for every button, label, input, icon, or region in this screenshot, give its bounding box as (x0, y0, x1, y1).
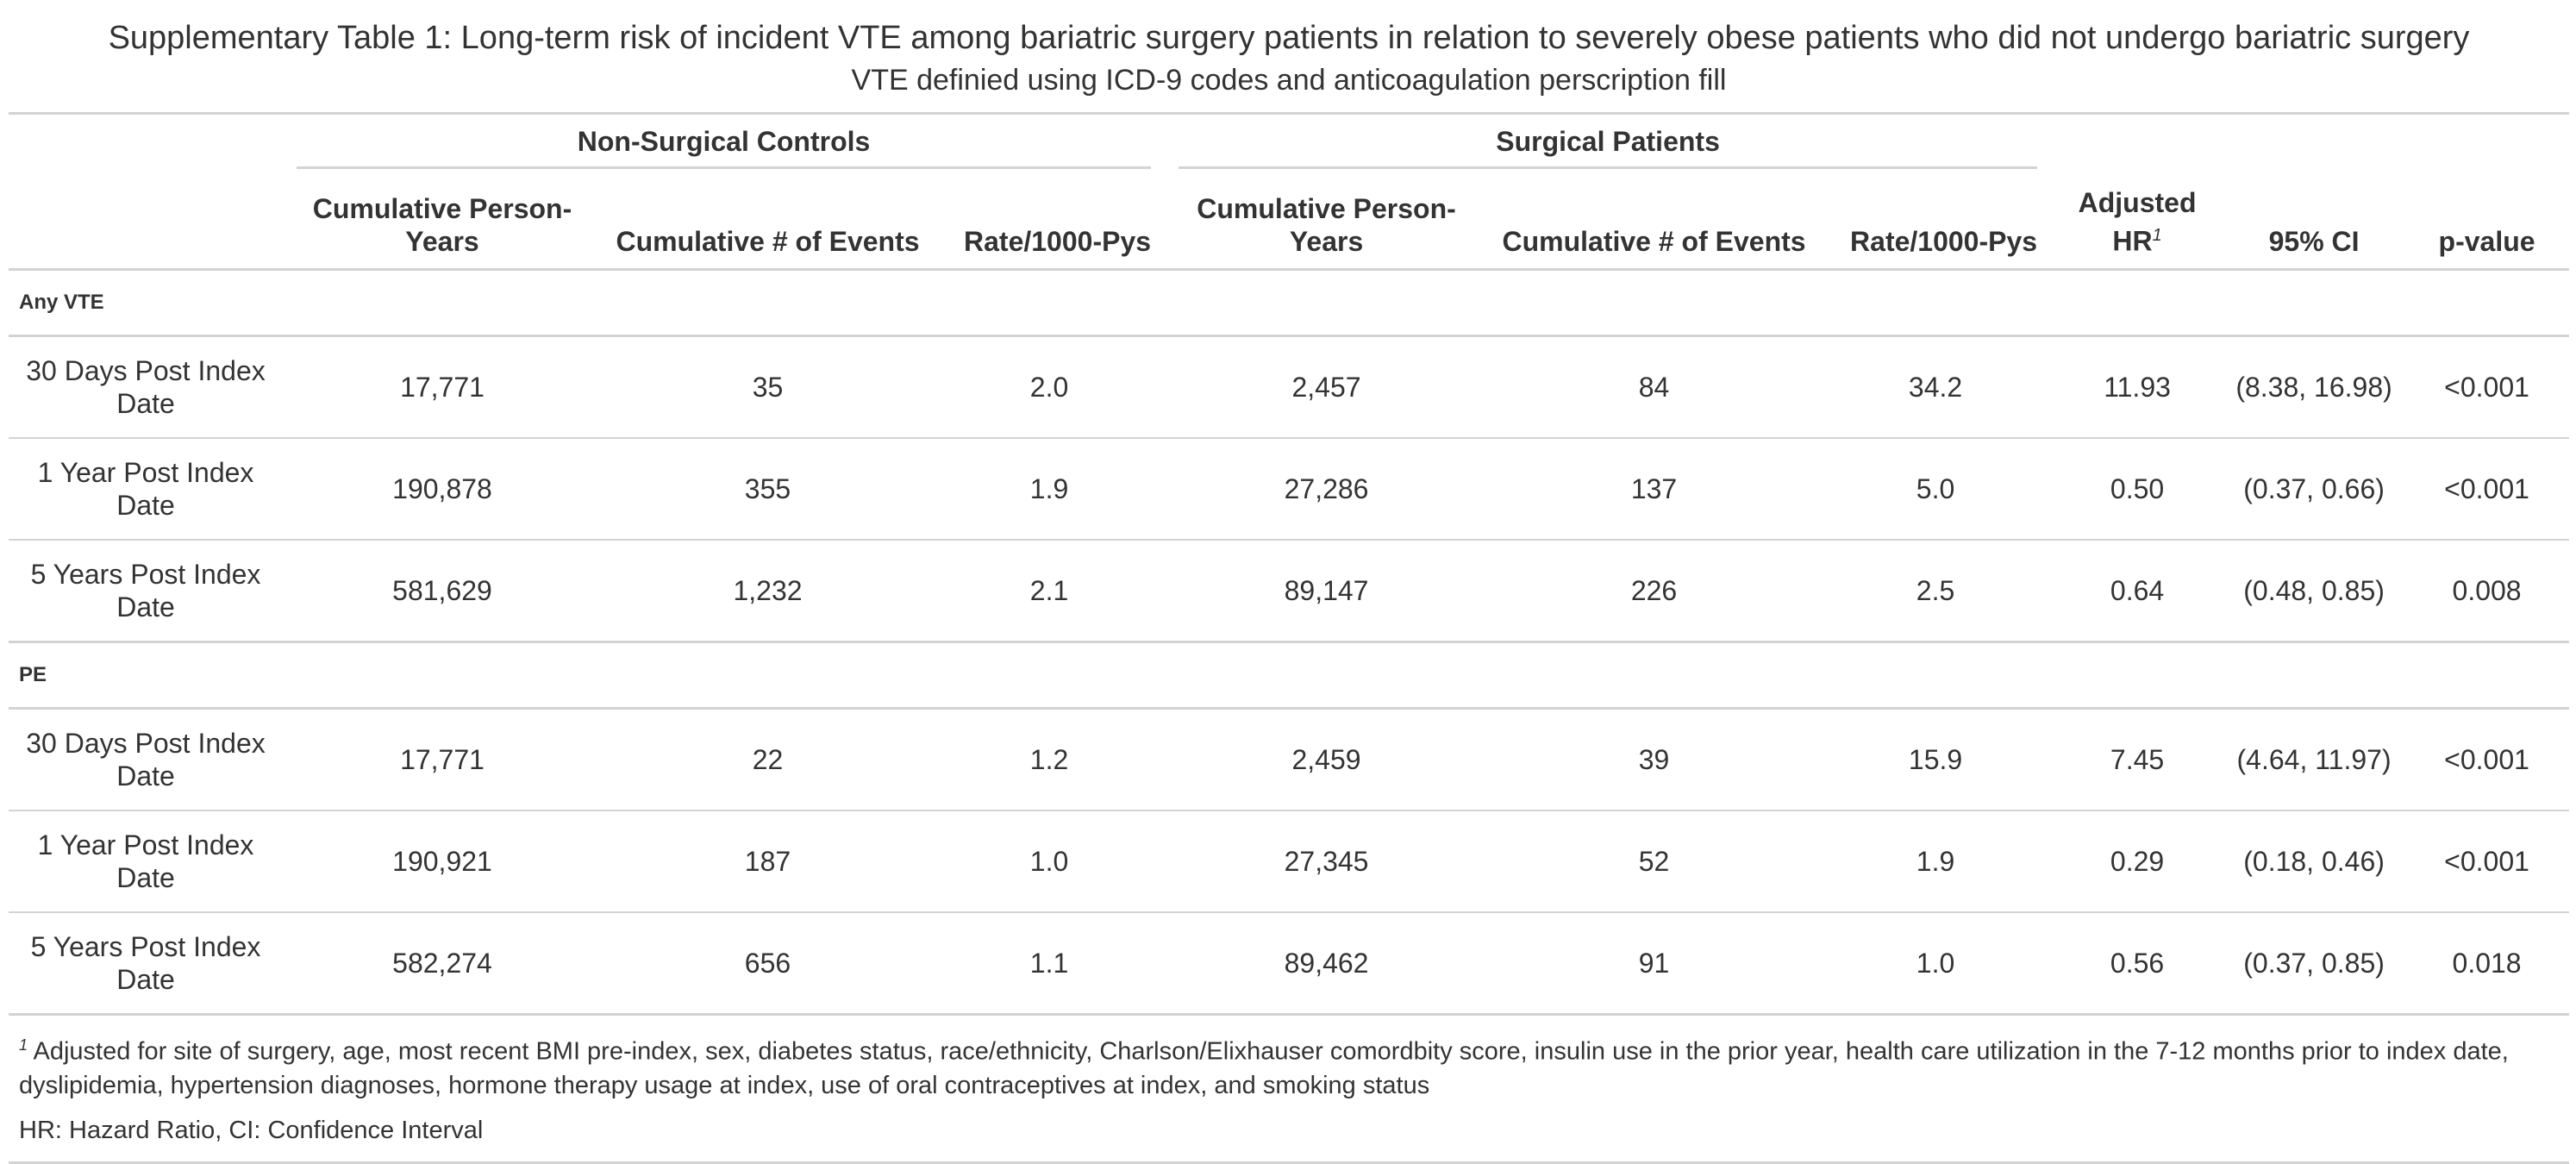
group-label: Any VTE (9, 267, 2570, 337)
cell-p-value: <0.001 (2404, 436, 2570, 540)
row-label: 5 Years Post Index Date (9, 538, 283, 642)
column-header-row: Cumulative Person-Years Cumulative # of … (9, 176, 2570, 271)
footnote-marker: 1 (2152, 226, 2162, 245)
cell-rate-s: 15.9 (1908, 743, 1963, 775)
cell-person-years-ns: 582,274 (283, 911, 602, 1016)
cell-events-s: 226 (1488, 538, 1821, 642)
footnote-adjusted: 1 Adjusted for site of surgery, age, mos… (19, 1036, 2509, 1100)
cell-ci: (0.37, 0.66) (2223, 436, 2405, 540)
cell-person-years-s: 89,147 (1165, 538, 1489, 642)
cell-person-years-ns: 17,771 (400, 371, 485, 403)
cell-p-value: <0.001 (2404, 809, 2570, 912)
col-events-s: Cumulative # of Events (1488, 176, 1821, 271)
cell-events-s: 137 (1488, 436, 1821, 540)
cell-ci: (0.37, 0.85) (2223, 911, 2405, 1016)
col-events-ns: Cumulative # of Events (602, 176, 934, 271)
row-label: 1 Year Post Index Date (9, 436, 283, 540)
cell-adjusted-hr: 0.29 (2051, 809, 2224, 912)
cell-adjusted-hr: 7.45 (2110, 743, 2165, 775)
cell-rate-s: 34.2 (1908, 371, 1963, 403)
cell-adjusted-hr: 0.64 (2051, 538, 2224, 642)
cell-person-years-ns: 17,771 (400, 743, 485, 775)
spanner-non-surgical: Non-Surgical Controls (283, 114, 1165, 177)
table-container: Supplementary Table 1: Long-term risk of… (9, 0, 2570, 1164)
row-label: 1 Year Post Index Date (9, 809, 283, 912)
footnote-marker: 1 (19, 1036, 28, 1054)
cell-events-ns: 656 (602, 911, 934, 1016)
col-rate-ns: Rate/1000-Pys (934, 176, 1166, 271)
cell-events-s: 84 (1638, 371, 1670, 403)
row-label: 30 Days Post Index Date (26, 727, 266, 792)
cell-person-years-s: 27,286 (1165, 436, 1489, 540)
cell-rate-ns: 2.0 (1029, 371, 1069, 403)
table-row: 5 Years Post Index Date 582,274 656 1.1 … (9, 911, 2570, 1016)
cell-rate-s: 5.0 (1820, 436, 2052, 540)
cell-person-years-s: 2,457 (1291, 371, 1361, 403)
cell-adjusted-hr: 0.56 (2051, 911, 2224, 1016)
table-row: 1 Year Post Index Date 190,878 355 1.9 2… (9, 436, 2570, 540)
cell-ci: (4.64, 11.97) (2236, 743, 2392, 775)
table-subtitle: VTE definied using ICD-9 codes and antic… (851, 64, 1727, 97)
footnote-abbreviations: HR: Hazard Ratio, CI: Confidence Interva… (19, 1117, 484, 1145)
cell-rate-s: 1.9 (1820, 809, 2052, 912)
cell-p-value: 0.008 (2404, 538, 2570, 642)
spanner-surgical: Surgical Patients (1165, 114, 2051, 177)
stub-header (9, 114, 283, 177)
cell-person-years-s: 27,345 (1165, 809, 1489, 912)
cell-events-s: 52 (1488, 809, 1821, 912)
cell-p-value: <0.001 (2444, 371, 2529, 403)
row-label: 5 Years Post Index Date (9, 911, 283, 1016)
cell-person-years-ns: 190,878 (283, 436, 602, 540)
table-row: 30 Days Post Index Date 17,771 22 1.2 2,… (9, 708, 2569, 810)
cell-events-ns: 355 (602, 436, 934, 540)
cell-rate-ns: 1.2 (1029, 743, 1069, 775)
col-adjusted-hr: Adjusted HR1 (2051, 176, 2224, 271)
cell-events-ns: 187 (602, 809, 934, 912)
cell-person-years-ns: 581,629 (283, 538, 602, 642)
col-ci: 95% CI (2223, 176, 2405, 271)
table-footnotes: 1 Adjusted for site of surgery, age, mos… (9, 1016, 2569, 1164)
cell-ci: (0.48, 0.85) (2223, 538, 2405, 642)
col-person-years-ns: Cumulative Person-Years (283, 176, 602, 271)
table-row: 30 Days Post Index Date 17,771 35 2.0 2,… (9, 335, 2569, 438)
cell-events-s: 39 (1638, 743, 1670, 775)
col-person-years-s: Cumulative Person-Years (1165, 176, 1489, 271)
results-table: Non-Surgical Controls Surgical Patients … (9, 112, 2570, 1016)
cell-person-years-ns: 190,921 (283, 809, 602, 912)
cell-rate-s: 1.0 (1820, 911, 2052, 1016)
cell-ci: (0.18, 0.46) (2223, 809, 2405, 912)
col-p-value: p-value (2404, 176, 2570, 271)
cell-events-ns: 22 (752, 743, 784, 775)
cell-events-ns: 35 (752, 371, 784, 403)
cell-p-value: <0.001 (2444, 743, 2529, 775)
cell-adjusted-hr: 0.50 (2051, 436, 2224, 540)
cell-rate-ns: 2.1 (934, 538, 1166, 642)
row-label: 30 Days Post Index Date (26, 354, 266, 419)
cell-rate-ns: 1.9 (934, 436, 1166, 540)
cell-p-value: 0.018 (2404, 911, 2570, 1016)
cell-adjusted-hr: 11.93 (2104, 371, 2171, 403)
group-row-pe: PE (9, 640, 2570, 710)
table-row: 1 Year Post Index Date 190,921 187 1.0 2… (9, 809, 2570, 912)
cell-person-years-s: 89,462 (1165, 911, 1489, 1016)
cell-person-years-s: 2,459 (1291, 743, 1361, 775)
cell-ci: (8.38, 16.98) (2235, 371, 2392, 403)
table-row: 5 Years Post Index Date 581,629 1,232 2.… (9, 538, 2570, 642)
cell-rate-ns: 1.1 (934, 911, 1166, 1016)
cell-events-ns: 1,232 (602, 538, 934, 642)
cell-events-s: 91 (1488, 911, 1821, 1016)
col-rate-s: Rate/1000-Pys (1820, 176, 2052, 271)
table-title: Supplementary Table 1: Long-term risk of… (108, 20, 2470, 56)
group-label: PE (9, 640, 2570, 710)
cell-rate-ns: 1.0 (934, 809, 1166, 912)
spanner-row: Non-Surgical Controls Surgical Patients (9, 113, 2570, 177)
cell-rate-s: 2.5 (1820, 538, 2052, 642)
group-row-any-vte: Any VTE (9, 267, 2570, 337)
